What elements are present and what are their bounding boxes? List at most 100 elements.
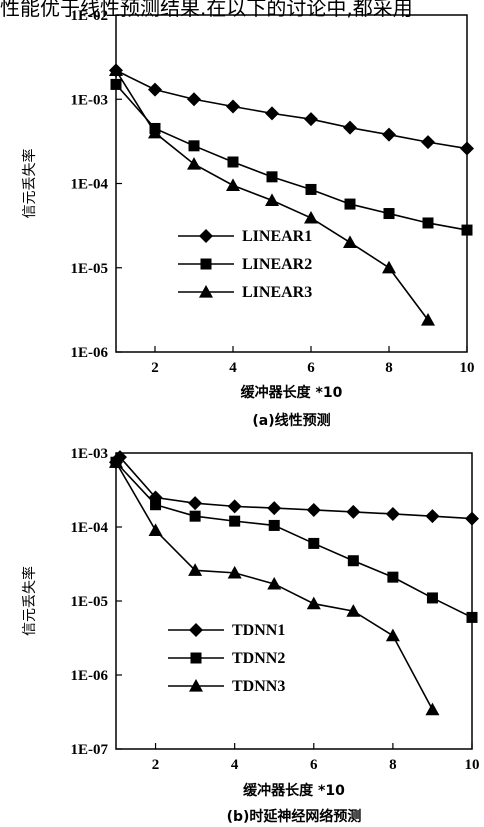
- data-point: [382, 260, 396, 274]
- data-point: [227, 565, 242, 579]
- data-point: [422, 217, 434, 229]
- y-tick-label: 1E-07: [71, 742, 109, 758]
- data-point: [304, 210, 318, 224]
- series-line: [115, 461, 473, 619]
- series-linear1: [109, 63, 474, 156]
- legend-label: TDNN2: [232, 650, 285, 667]
- data-point: [305, 183, 317, 195]
- data-point: [268, 519, 280, 531]
- data-point: [421, 312, 435, 326]
- y-tick-label: 1E-03: [71, 446, 109, 462]
- data-point: [304, 112, 318, 127]
- data-point: [347, 555, 359, 567]
- data-point: [267, 576, 282, 590]
- legend-marker: [189, 679, 203, 692]
- x-tick-label: 8: [389, 757, 397, 773]
- x-tick-label: 10: [465, 757, 480, 773]
- chart-caption: (a)线性预测: [252, 412, 330, 429]
- data-point: [188, 496, 203, 511]
- y-tick-label: 1E-04: [71, 177, 109, 193]
- x-tick-label: 6: [307, 360, 315, 376]
- data-point: [425, 509, 440, 524]
- legend-item-linear1: LINEAR1: [178, 228, 312, 245]
- plot-frame: [115, 452, 473, 750]
- y-tick-label: 1E-05: [71, 261, 109, 277]
- data-point: [465, 511, 479, 526]
- legend-label: LINEAR3: [242, 284, 312, 301]
- legend-label: TDNN1: [232, 622, 285, 639]
- x-tick-label: 4: [231, 757, 239, 773]
- legend-item-linear3: LINEAR3: [178, 284, 312, 301]
- legend-marker: [190, 652, 202, 664]
- legend-label: LINEAR2: [242, 256, 312, 273]
- legend-item-linear2: LINEAR2: [178, 256, 312, 273]
- data-point: [343, 235, 357, 248]
- series-linear3: [109, 63, 435, 326]
- data-point: [226, 178, 240, 191]
- x-tick-label: 10: [460, 360, 475, 376]
- data-point: [267, 501, 282, 516]
- data-point: [110, 78, 122, 90]
- data-point: [148, 523, 163, 536]
- data-point: [306, 502, 321, 517]
- x-axis-label: 缓冲器长度 *10: [243, 782, 345, 799]
- x-tick-label: 2: [152, 757, 160, 773]
- legend-marker: [200, 258, 212, 270]
- data-point: [148, 125, 162, 139]
- y-tick-label: 1E-03: [71, 92, 109, 108]
- data-point: [421, 135, 435, 150]
- legend-marker: [189, 623, 203, 637]
- legend-label: TDNN3: [232, 678, 285, 695]
- data-point: [460, 141, 474, 156]
- chart-linear-prediction: 1E-02 1E-03 1E-04 1E-05 1E-06 2 4 6 8 10 信元丢失率缓冲器长…: [21, 8, 475, 429]
- y-tick-label: 1E-06: [71, 668, 109, 684]
- data-point: [187, 157, 201, 170]
- legend-label: LINEAR1: [242, 228, 312, 245]
- data-point: [308, 537, 320, 549]
- data-point: [426, 592, 438, 604]
- y-tick-label: 1E-04: [71, 520, 109, 536]
- data-point: [346, 504, 361, 519]
- data-point: [461, 224, 473, 236]
- legend-marker: [199, 229, 213, 243]
- data-point: [425, 702, 440, 716]
- data-point: [227, 499, 242, 514]
- y-axis-label: 信元丢失率: [21, 149, 38, 219]
- series-linear2: [110, 78, 473, 236]
- data-point: [188, 563, 203, 576]
- data-point: [387, 571, 399, 583]
- data-point: [383, 208, 395, 220]
- data-point: [189, 510, 201, 522]
- data-point: [226, 99, 240, 114]
- x-axis-label: 缓冲器长度 *10: [241, 384, 343, 401]
- data-point: [466, 611, 478, 623]
- legend-item-tdnn2: TDNN2: [168, 650, 285, 667]
- x-tick-label: 4: [229, 360, 237, 376]
- data-point: [187, 92, 201, 107]
- chart-caption: (b)时延神经网络预测: [227, 808, 362, 825]
- data-point: [150, 499, 162, 511]
- y-tick-label: 1E-02: [71, 8, 109, 24]
- data-point: [385, 628, 400, 642]
- data-point: [306, 596, 321, 610]
- data-point: [343, 120, 357, 135]
- data-point: [385, 506, 400, 521]
- x-tick-label: 6: [310, 757, 318, 773]
- series-tdnn3: [109, 455, 440, 716]
- legend-item-tdnn1: TDNN1: [168, 622, 285, 639]
- y-axis-label: 信元丢失率: [21, 566, 38, 636]
- series-line: [115, 69, 468, 150]
- series-line: [115, 83, 468, 231]
- data-point: [266, 171, 278, 183]
- data-point: [382, 127, 396, 142]
- data-point: [265, 106, 279, 121]
- x-tick-label: 2: [151, 360, 159, 376]
- legend-marker: [199, 285, 213, 298]
- data-point: [227, 156, 239, 168]
- data-point: [229, 515, 241, 527]
- series-tdnn1: [109, 450, 479, 526]
- data-point: [109, 455, 123, 468]
- x-tick-label: 8: [385, 360, 393, 376]
- data-point: [148, 82, 162, 97]
- y-tick-label: 1E-05: [71, 594, 109, 610]
